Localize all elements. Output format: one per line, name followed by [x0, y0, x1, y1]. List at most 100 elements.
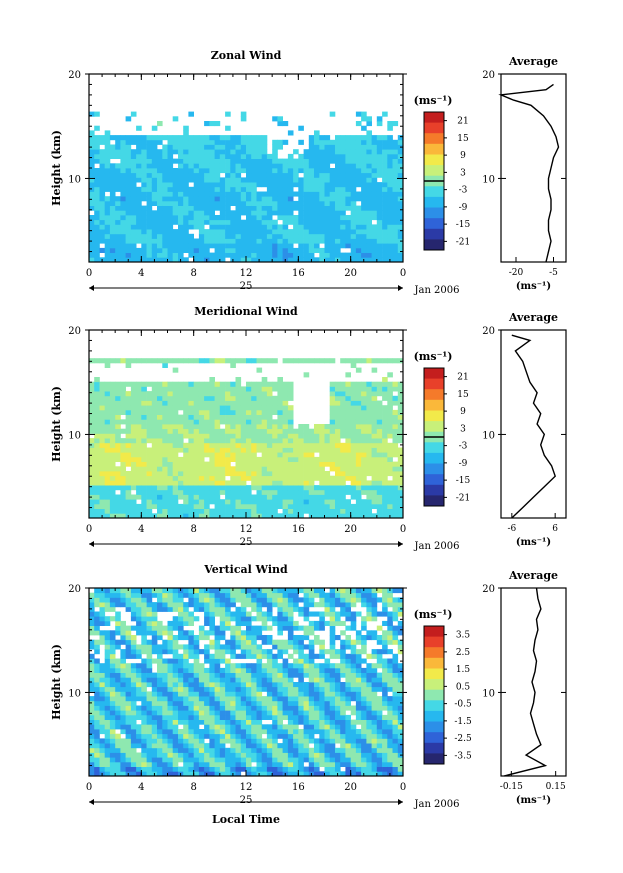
heatmap-cell: [193, 219, 200, 225]
heatmap-cell: [99, 247, 106, 253]
heatmap-cell: [287, 233, 294, 239]
heatmap-cell: [282, 480, 289, 486]
heatmap-cell: [141, 508, 147, 514]
heatmap-cell: [120, 639, 126, 645]
heatmap-cell: [319, 499, 325, 505]
heatmap-cell: [256, 172, 263, 178]
heatmap-cell: [256, 200, 263, 206]
heatmap-cell: [355, 414, 362, 420]
heatmap-cell: [178, 658, 184, 664]
heatmap-cell: [172, 503, 179, 509]
heatmap-cell: [109, 191, 116, 197]
heatmap-cell: [172, 172, 179, 178]
heatmap-cell: [151, 243, 158, 249]
heatmap-cell: [219, 409, 226, 415]
heatmap-cell: [298, 257, 304, 263]
heatmap-cell: [151, 738, 158, 744]
heatmap-cell: [204, 419, 210, 425]
heatmap-cell: [256, 714, 263, 720]
heatmap-cell: [94, 409, 100, 415]
heatmap-cell: [251, 480, 257, 486]
heatmap-cell: [256, 400, 263, 406]
heatmap-cell: [287, 238, 294, 244]
heatmap-cell: [193, 644, 200, 650]
heatmap-cell: [272, 139, 278, 145]
heatmap-cell: [235, 377, 242, 383]
heatmap-cell: [146, 172, 153, 178]
heatmap-cell: [219, 153, 226, 159]
heatmap-cell: [335, 485, 341, 491]
heatmap-cell: [329, 438, 336, 444]
heatmap-cell: [99, 233, 106, 239]
heatmap-cell: [162, 219, 168, 225]
heatmap-cell: [366, 158, 372, 164]
heatmap-cell: [141, 499, 147, 505]
heatmap-cell: [261, 494, 268, 500]
heatmap-cell: [282, 219, 289, 225]
heatmap-cell: [329, 252, 336, 258]
heatmap-cell: [120, 766, 126, 772]
heatmap-cell: [172, 719, 179, 725]
heatmap-cell: [219, 616, 226, 622]
heatmap-cell: [355, 135, 362, 141]
heatmap-cell: [109, 729, 116, 735]
heatmap-cell: [355, 144, 362, 150]
heatmap-cell: [282, 672, 289, 678]
heatmap-cell: [99, 219, 106, 225]
heatmap-cell: [204, 705, 210, 711]
heatmap-cell: [335, 186, 341, 192]
heatmap-cell: [397, 409, 404, 415]
heatmap-cell: [266, 724, 273, 730]
heatmap-cell: [178, 644, 184, 650]
heatmap-cell: [209, 738, 215, 744]
heatmap-cell: [214, 158, 221, 164]
heatmap-cell: [178, 757, 184, 763]
heatmap-cell: [235, 733, 242, 739]
heatmap-cell: [188, 771, 194, 777]
heatmap-cell: [209, 215, 215, 221]
heatmap-cell: [193, 597, 200, 603]
heatmap-cell: [298, 139, 304, 145]
heatmap-cell: [172, 210, 179, 216]
heatmap-cell: [151, 461, 158, 467]
heatmap-cell: [125, 691, 132, 697]
heatmap-cell: [120, 649, 126, 655]
heatmap-cell: [172, 158, 179, 164]
heatmap-cell: [214, 163, 221, 169]
heatmap-cell: [104, 761, 111, 767]
heatmap-cell: [151, 696, 158, 702]
heatmap-cell: [89, 696, 95, 702]
heatmap-cell: [125, 414, 132, 420]
heatmap-cell: [178, 456, 184, 462]
heatmap-cell: [130, 233, 137, 239]
heatmap-cell: [151, 409, 158, 415]
heatmap-cell: [246, 219, 252, 225]
heatmap-cell: [167, 224, 174, 230]
heatmap-cell: [219, 733, 226, 739]
heatmap-cell: [345, 153, 351, 159]
heatmap-cell: [355, 433, 362, 439]
heatmap-cell: [136, 191, 142, 197]
heatmap-cell: [167, 177, 174, 183]
heatmap-cell: [198, 625, 205, 631]
heatmap-cell: [256, 144, 263, 150]
heatmap-cell: [272, 644, 278, 650]
heatmap-cell: [282, 186, 289, 192]
heatmap-cell: [109, 395, 116, 401]
heatmap-cell: [256, 224, 263, 230]
heatmap-cell: [183, 691, 189, 697]
heatmap-cell: [157, 409, 163, 415]
heatmap-cell: [99, 215, 106, 221]
heatmap-cell: [225, 691, 231, 697]
heatmap-cell: [157, 172, 163, 178]
heatmap-cell: [130, 428, 137, 434]
heatmap-cell: [298, 196, 304, 202]
heatmap-cell: [125, 442, 132, 448]
heatmap-cell: [324, 508, 331, 514]
heatmap-cell: [314, 489, 320, 495]
colorbar-tick-label: 3: [460, 168, 466, 178]
heatmap-cell: [397, 200, 404, 206]
heatmap-cell: [287, 471, 294, 477]
heatmap-cell: [324, 215, 331, 221]
heatmap-cell: [136, 508, 142, 514]
